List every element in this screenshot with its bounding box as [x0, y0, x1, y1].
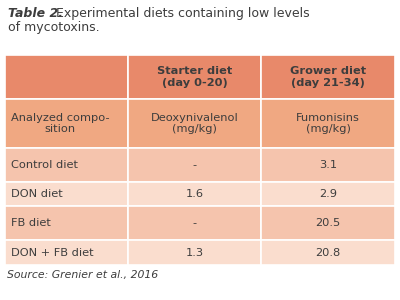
Text: 3.1: 3.1: [319, 160, 337, 170]
Text: Fumonisins
(mg/kg): Fumonisins (mg/kg): [296, 113, 360, 134]
Bar: [5, 99, 128, 148]
Text: DON diet: DON diet: [11, 189, 63, 199]
Text: Control diet: Control diet: [11, 160, 78, 170]
Text: 20.5: 20.5: [316, 218, 341, 228]
Text: -: -: [192, 218, 197, 228]
Bar: [262, 99, 395, 148]
Text: Table 2.: Table 2.: [8, 7, 63, 20]
Bar: [262, 55, 395, 99]
Text: Source: Grenier et al., 2016: Source: Grenier et al., 2016: [7, 270, 158, 280]
Text: DON + FB diet: DON + FB diet: [11, 248, 94, 257]
Text: Analyzed compo-
sition: Analyzed compo- sition: [11, 113, 110, 134]
Bar: [128, 99, 262, 148]
Bar: [128, 206, 262, 240]
Bar: [5, 55, 128, 99]
Bar: [262, 206, 395, 240]
Text: 1.6: 1.6: [186, 189, 204, 199]
Text: Grower diet
(day 21-34): Grower diet (day 21-34): [290, 66, 366, 88]
Text: -: -: [192, 160, 197, 170]
Bar: [262, 182, 395, 206]
Bar: [128, 55, 262, 99]
Text: Experimental diets containing low levels: Experimental diets containing low levels: [52, 7, 310, 20]
Bar: [5, 148, 128, 182]
Bar: [128, 148, 262, 182]
Bar: [262, 148, 395, 182]
Text: of mycotoxins.: of mycotoxins.: [8, 21, 100, 34]
Bar: [262, 240, 395, 265]
Bar: [5, 206, 128, 240]
Bar: [5, 240, 128, 265]
Text: 1.3: 1.3: [186, 248, 204, 257]
Bar: [128, 182, 262, 206]
Text: 2.9: 2.9: [319, 189, 337, 199]
Bar: [128, 240, 262, 265]
Text: FB diet: FB diet: [11, 218, 51, 228]
Text: Starter diet
(day 0-20): Starter diet (day 0-20): [157, 66, 232, 88]
Text: Deoxynivalenol
(mg/kg): Deoxynivalenol (mg/kg): [151, 113, 238, 134]
Text: 20.8: 20.8: [316, 248, 341, 257]
Bar: [5, 182, 128, 206]
